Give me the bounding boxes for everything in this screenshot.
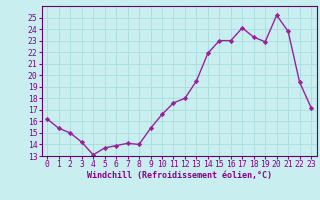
X-axis label: Windchill (Refroidissement éolien,°C): Windchill (Refroidissement éolien,°C) — [87, 171, 272, 180]
